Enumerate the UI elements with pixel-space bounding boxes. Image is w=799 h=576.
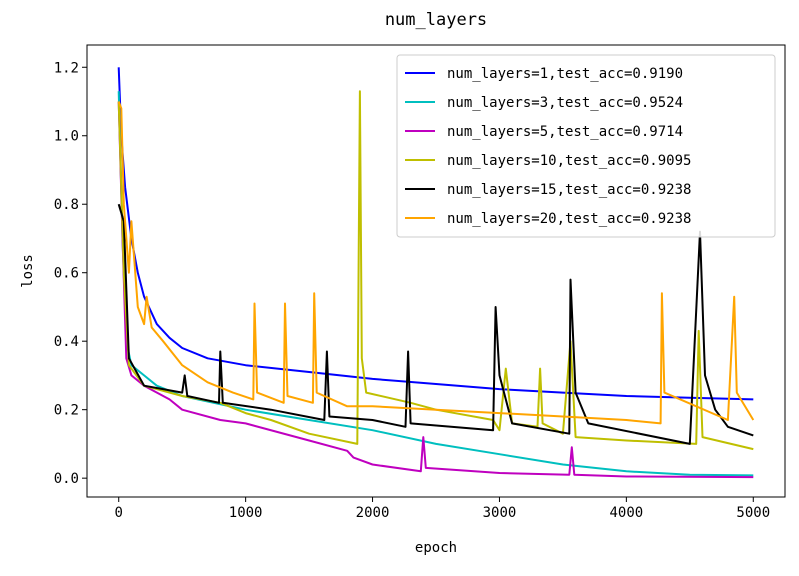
y-tick-label: 1.0	[54, 129, 79, 145]
x-axis-label: epoch	[415, 540, 457, 556]
legend-label: num_layers=5,test_acc=0.9714	[447, 124, 683, 140]
legend-label: num_layers=3,test_acc=0.9524	[447, 95, 683, 111]
series-line	[117, 203, 754, 445]
x-tick-label: 3000	[483, 505, 517, 521]
y-tick-label: 0.2	[54, 403, 79, 419]
y-tick-label: 1.2	[54, 60, 79, 76]
legend-label: num_layers=1,test_acc=0.9190	[447, 66, 683, 82]
series-line	[117, 101, 755, 425]
y-tick-label: 0.4	[54, 334, 79, 350]
series-line	[117, 101, 754, 479]
legend-box	[396, 54, 776, 238]
y-tick-label: 0.0	[54, 471, 79, 487]
x-tick-label: 1000	[229, 505, 263, 521]
y-tick-label: 0.6	[54, 266, 79, 282]
legend-label: num_layers=20,test_acc=0.9238	[447, 211, 691, 227]
legend-label: num_layers=15,test_acc=0.9238	[447, 182, 691, 198]
x-tick-label: 4000	[610, 505, 644, 521]
x-tick-label: 5000	[736, 505, 770, 521]
y-tick-label: 0.8	[54, 197, 79, 213]
x-tick-label: 2000	[356, 505, 390, 521]
legend-label: num_layers=10,test_acc=0.9095	[447, 153, 691, 169]
x-tick-label: 0	[115, 505, 123, 521]
chart-title: num_layers	[385, 10, 487, 30]
y-axis-label: loss	[20, 254, 36, 288]
plot-frame	[86, 44, 786, 498]
